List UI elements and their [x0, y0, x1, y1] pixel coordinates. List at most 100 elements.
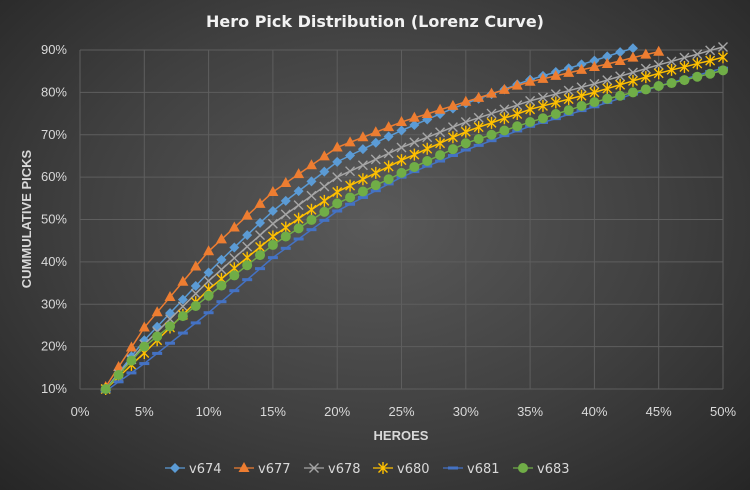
data-point-v678	[602, 75, 613, 86]
data-point-v683	[370, 180, 381, 191]
data-point-v678	[293, 200, 304, 211]
data-point-v680	[370, 166, 381, 179]
data-point-v674	[177, 294, 188, 305]
data-point-v683	[357, 186, 368, 197]
data-point-v681	[319, 218, 330, 222]
data-point-v683	[383, 174, 394, 185]
data-point-v683	[345, 192, 356, 203]
data-point-v677	[511, 79, 523, 90]
data-point-v674	[409, 120, 420, 131]
data-point-v674	[293, 186, 304, 197]
data-point-v674	[280, 195, 291, 206]
data-point-v678	[255, 230, 266, 241]
data-point-v680	[447, 131, 458, 144]
data-point-v680	[525, 103, 536, 116]
data-point-v677	[113, 360, 125, 371]
data-point-v677	[370, 126, 382, 137]
series-v680	[100, 51, 728, 395]
legend-item-v683[interactable]: v683	[513, 462, 570, 477]
data-point-v677	[305, 159, 317, 170]
data-point-v680	[293, 212, 304, 225]
legend-item-v678[interactable]: v678	[304, 462, 361, 477]
data-point-v677	[421, 107, 433, 118]
data-point-v683	[396, 167, 407, 178]
legend-label: v683	[537, 462, 570, 477]
data-point-v681	[486, 139, 497, 143]
data-point-v683	[640, 84, 651, 95]
y-tick-label: 90%	[41, 42, 67, 57]
legend-item-v680[interactable]: v680	[373, 462, 430, 477]
data-point-v683	[100, 384, 111, 394]
data-point-v678	[640, 63, 651, 74]
y-tick-label: 60%	[41, 169, 67, 184]
x-axis-ticks: 0% 5% 10% 15% 20% 25% 30% 35% 40% 45% 50%	[71, 404, 737, 419]
data-point-v678	[615, 71, 626, 82]
data-point-v677	[601, 57, 613, 68]
data-point-v680	[319, 194, 330, 207]
data-point-v677	[241, 209, 253, 220]
data-point-v680	[422, 142, 433, 155]
data-point-v683	[679, 75, 690, 86]
legend-dash-icon	[448, 466, 458, 470]
data-point-v674	[229, 242, 240, 253]
data-point-v680	[332, 185, 343, 198]
data-point-v681	[203, 311, 214, 315]
data-point-v674	[306, 176, 317, 187]
legend-label: v681	[467, 462, 500, 477]
data-point-v678	[679, 52, 690, 63]
data-point-v677	[228, 221, 240, 232]
legend-label: v680	[397, 462, 430, 477]
data-point-v683	[242, 260, 253, 271]
data-point-v677	[447, 99, 459, 110]
data-point-v678	[319, 181, 330, 192]
data-point-v680	[357, 173, 368, 186]
data-point-v681	[280, 246, 291, 250]
legend-item-v681[interactable]: v681	[443, 462, 500, 477]
data-point-v680	[602, 82, 613, 95]
data-point-v677	[653, 45, 665, 56]
y-tick-label: 80%	[41, 84, 67, 99]
series-v683	[100, 65, 728, 394]
data-point-v683	[435, 150, 446, 161]
data-point-v677	[614, 55, 626, 66]
data-point-v681	[332, 209, 343, 213]
data-point-v678	[653, 59, 664, 70]
data-point-v674	[589, 55, 600, 66]
data-point-v677	[396, 116, 407, 127]
data-point-v678	[332, 172, 343, 183]
data-point-v678	[409, 137, 420, 148]
legend-label: v677	[258, 462, 291, 477]
data-point-v683	[319, 206, 330, 217]
series-line-v678	[105, 46, 724, 390]
data-point-v674	[627, 43, 638, 54]
data-point-v677	[357, 131, 369, 142]
data-point-v680	[627, 74, 638, 87]
data-point-v678	[692, 49, 703, 60]
data-point-v683	[165, 321, 176, 332]
legend-x-icon	[309, 463, 319, 473]
x-tick-label: 35%	[517, 404, 543, 419]
data-point-v681	[357, 195, 368, 199]
data-point-v674	[216, 254, 227, 265]
x-tick-label: 30%	[453, 404, 479, 419]
data-point-v678	[499, 104, 510, 115]
data-point-v678	[718, 42, 728, 53]
data-point-v680	[550, 96, 561, 109]
y-tick-label: 70%	[41, 127, 67, 142]
data-point-v683	[576, 100, 587, 111]
data-point-v677	[344, 136, 356, 147]
legend: v674 v677 v678 v680 v681 v683	[165, 462, 570, 477]
legend-item-v677[interactable]: v677	[234, 462, 291, 477]
data-point-v683	[177, 311, 188, 322]
data-point-v678	[705, 45, 716, 56]
data-point-v681	[190, 321, 201, 325]
legend-diamond-icon	[170, 463, 180, 473]
data-point-v677	[215, 233, 227, 244]
legend-item-v674[interactable]: v674	[165, 462, 222, 477]
data-point-v674	[396, 125, 407, 136]
data-point-v677	[588, 60, 600, 71]
data-point-v680	[499, 112, 510, 125]
data-point-v677	[177, 275, 189, 286]
y-tick-label: 10%	[41, 381, 67, 396]
